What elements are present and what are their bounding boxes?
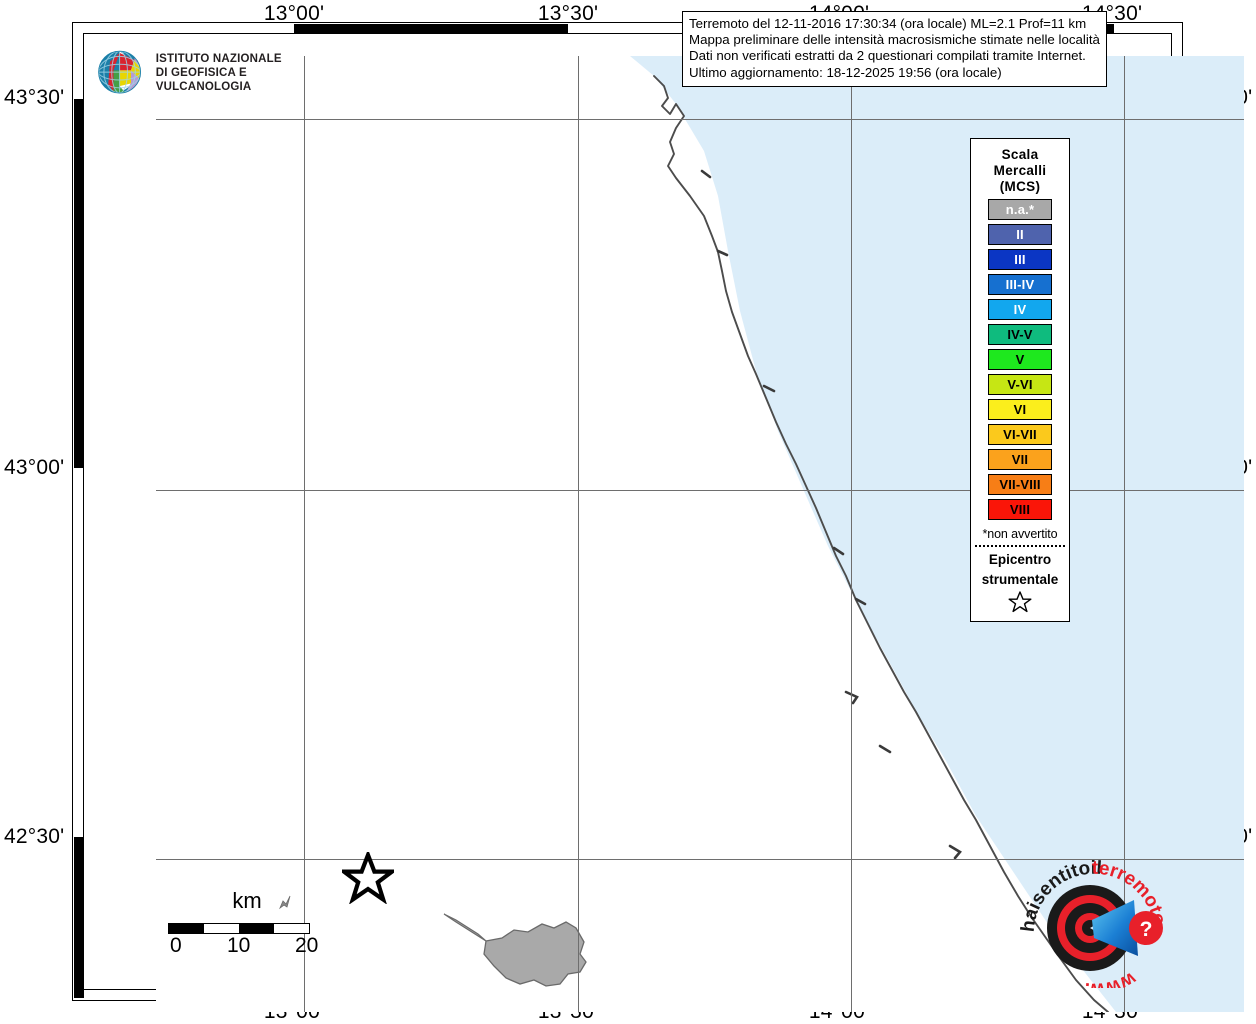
earthquake-info-box: Terremoto del 12-11-2016 17:30:34 (ora l… (682, 11, 1107, 87)
scale-bar-ticks: 0 10 20 (168, 934, 318, 960)
legend-epicenter-star-icon (971, 590, 1069, 614)
neatline-top-seg-1 (294, 23, 568, 34)
info-line-event: Terremoto del 12-11-2016 17:30:34 (ora l… (689, 16, 1087, 31)
ingv-logo-line1: ISTITUTO NAZIONALE (155, 53, 282, 65)
scale-bar: km 0 10 20 (168, 888, 318, 960)
legend-swatch-vi[interactable]: VI (988, 399, 1052, 420)
lat-label-left-1: 43°30' (4, 86, 65, 109)
mercalli-scale-legend: Scala Mercalli (MCS) n.a.* II III III-IV IV I… (970, 138, 1070, 622)
legend-swatch-iv-v[interactable]: IV-V (988, 324, 1052, 345)
coastline-inlet-marks (700, 169, 962, 860)
scale-tick-0: 0 (170, 934, 182, 957)
lat-label-left-2: 43°00' (4, 456, 65, 479)
north-arrow-icon (279, 895, 291, 910)
scale-seg-3 (239, 924, 274, 933)
gridline-lat-42-30 (156, 859, 1244, 860)
ingv-logo-text: ISTITUTO NAZIONALE DI GEOFISICA E VULCAN… (156, 52, 322, 94)
scale-bar-unit-label: km (232, 888, 262, 913)
scale-tick-20: 20 (295, 934, 319, 957)
watermark-question-mark: ? (1140, 918, 1153, 941)
coastline (653, 75, 1109, 1012)
legend-swatch-n-a-[interactable]: n.a.* (988, 199, 1052, 220)
legend-swatch-v[interactable]: V (988, 349, 1052, 370)
legend-swatch-iv[interactable]: IV (988, 299, 1052, 320)
legend-divider (975, 545, 1065, 547)
legend-swatch-iii[interactable]: III (988, 249, 1052, 270)
scale-seg-2 (204, 924, 239, 933)
legend-swatch-ii[interactable]: II (988, 224, 1052, 245)
gridline-lon-13-30 (578, 56, 579, 1012)
info-line-data-source: Dati non verificati estratti da 2 questi… (689, 48, 1086, 64)
legend-swatch-vii-viii[interactable]: VII-VIII (988, 474, 1052, 495)
info-line-map-description: Mappa preliminare delle intensità macros… (689, 32, 1100, 48)
haisentitoilterremoto-watermark: ? haisentitoil terremoto.it www. (1015, 840, 1170, 1000)
scale-seg-1 (169, 924, 204, 933)
legend-epicenter-line1: Epicentro (988, 552, 1052, 567)
lon-label-top-2: 13°30' (537, 2, 599, 25)
gridline-lon-14-00 (851, 56, 852, 1012)
sea-polygon (630, 56, 1244, 1012)
legend-swatch-viii[interactable]: VIII (988, 499, 1052, 520)
legend-title-line1: Scala (1001, 147, 1039, 162)
watermark-question-badge: ? (1129, 911, 1163, 945)
legend-swatch-vi-vii[interactable]: VI-VII (988, 424, 1052, 445)
watermark-megaphone-icon (1092, 900, 1138, 956)
ingv-logo-line2: DI GEOFISICA E VULCANOLOGIA (155, 67, 252, 93)
legend-title-line2: Mercalli (993, 163, 1047, 178)
legend-swatch-vii[interactable]: VII (988, 449, 1052, 470)
ingv-logo: ISTITUTO NAZIONALE DI GEOFISICA E VULCAN… (96, 44, 322, 102)
legend-footnote: *non avvertito (982, 527, 1058, 541)
scale-tick-10: 10 (227, 934, 251, 957)
gridline-lon-14-30 (1124, 56, 1125, 1012)
island-polygon (483, 921, 587, 987)
legend-swatch-list: n.a.* II III III-IV IV IV-V V V-VI VI VI-VII VII VI… (971, 199, 1069, 520)
scale-bar-segments (168, 923, 310, 934)
ingv-globe-icon (98, 50, 142, 94)
legend-swatch-iii-iv[interactable]: III-IV (988, 274, 1052, 295)
gridline-lat-43-30 (156, 119, 1244, 120)
lon-label-top-1: 13°00' (263, 2, 325, 25)
legend-swatch-v-vi[interactable]: V-VI (988, 374, 1052, 395)
gridline-lat-43-00 (156, 490, 1244, 491)
legend-title-line3: (MCS) (999, 179, 1041, 194)
legend-epicenter-line2: strumentale (981, 572, 1059, 587)
map-geometry (443, 56, 1244, 1012)
scale-seg-4 (274, 924, 309, 933)
neatline-left-seg-2 (73, 837, 84, 998)
lat-label-left-3: 42°30' (4, 825, 65, 848)
gridline-lon-13-00 (304, 56, 305, 1012)
neatline-left-seg-1 (73, 99, 84, 468)
info-line-last-update: Ultimo aggiornamento: 18-12-2025 19:56 (… (689, 64, 1002, 80)
island-tail (443, 913, 487, 942)
epicenter-star-marker[interactable] (337, 849, 399, 905)
